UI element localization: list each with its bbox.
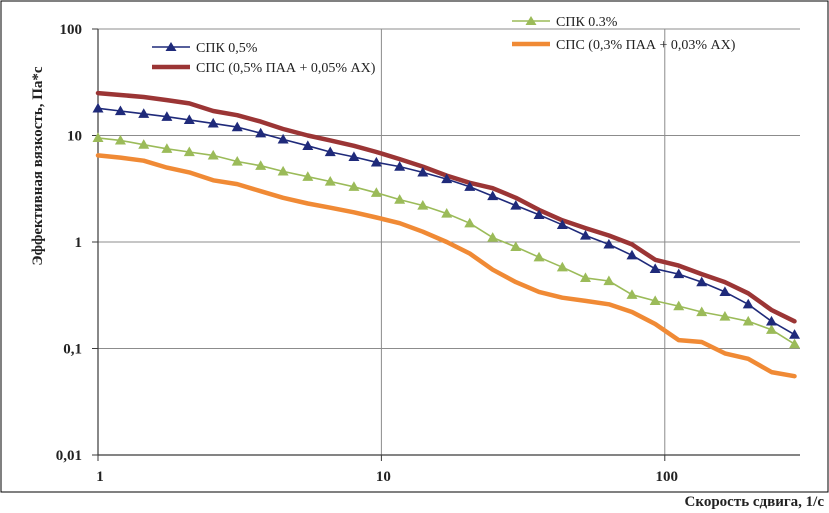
series-line-3 xyxy=(95,153,797,379)
data-point xyxy=(742,315,754,326)
data-point xyxy=(161,143,173,153)
data-point xyxy=(789,329,801,339)
data-point xyxy=(742,298,754,309)
data-point xyxy=(789,338,801,349)
data-point xyxy=(719,310,731,321)
data-point xyxy=(207,117,219,128)
data-point xyxy=(510,200,522,210)
data-point xyxy=(441,208,453,218)
data-point xyxy=(719,286,731,297)
legend-marker-series-0 xyxy=(165,42,177,51)
series-2 xyxy=(92,132,801,349)
data-point xyxy=(533,251,545,262)
data-point xyxy=(138,108,150,118)
data-point xyxy=(579,230,591,240)
legend-label-series-0: СПК 0,5% xyxy=(196,41,258,56)
data-point xyxy=(510,241,522,251)
y-tick-labels: 0,01 0,1 1 10 100 xyxy=(56,22,82,464)
data-point xyxy=(370,187,382,197)
legend-left: СПК 0,5% СПС (0,5% ПАА + 0,05% АХ) xyxy=(152,41,376,76)
data-point xyxy=(556,261,568,272)
y-tick-label: 0,01 xyxy=(56,448,82,464)
data-point xyxy=(324,175,336,186)
x-axis-title: Скорость сдвига, 1/с xyxy=(685,494,825,510)
data-point xyxy=(302,140,314,150)
data-point xyxy=(766,324,778,334)
legend-marker-series-2 xyxy=(525,16,537,25)
y-tick-label: 10 xyxy=(67,129,82,145)
data-point xyxy=(673,268,685,279)
data-point xyxy=(277,165,289,176)
data-point xyxy=(302,171,314,181)
data-point xyxy=(649,263,661,273)
data-point xyxy=(348,181,360,191)
y-axis-title: Эффективная вязкость, Па*с xyxy=(30,66,46,265)
data-point xyxy=(114,134,126,145)
series-3 xyxy=(95,153,797,379)
data-point xyxy=(324,146,336,157)
grid xyxy=(98,28,800,455)
chart-frame xyxy=(0,0,829,493)
data-point xyxy=(348,151,360,161)
y-tick-label: 100 xyxy=(60,22,83,38)
data-point xyxy=(114,105,126,116)
data-point xyxy=(255,127,267,138)
legend-right: СПК 0.3% СПС (0,3% ПАА + 0,03% АХ) xyxy=(512,15,736,53)
data-point xyxy=(161,111,173,121)
data-point xyxy=(487,232,499,242)
legend-label-series-3: СПС (0,3% ПАА + 0,03% АХ) xyxy=(556,38,736,53)
data-point xyxy=(464,217,476,228)
series-0 xyxy=(92,102,801,339)
data-point xyxy=(603,238,615,249)
data-point xyxy=(673,300,685,311)
data-point xyxy=(207,149,219,160)
x-tick-labels: 1 10 100 xyxy=(96,469,678,485)
data-point xyxy=(417,166,429,177)
data-point xyxy=(231,121,243,132)
data-point xyxy=(417,200,429,210)
data-point xyxy=(277,133,289,144)
data-point xyxy=(255,160,267,170)
data-point xyxy=(183,146,195,157)
data-point xyxy=(696,306,708,317)
data-point xyxy=(579,272,591,283)
x-tick-label: 100 xyxy=(656,469,679,485)
data-point xyxy=(92,102,104,113)
data-point xyxy=(231,155,243,166)
data-point xyxy=(138,139,150,149)
data-point xyxy=(556,219,568,229)
x-tick-label: 1 xyxy=(96,469,104,485)
data-point xyxy=(394,161,406,171)
data-point xyxy=(696,276,708,287)
data-point xyxy=(370,156,382,167)
data-point xyxy=(394,194,406,204)
legend-label-series-1: СПС (0,5% ПАА + 0,05% АХ) xyxy=(196,61,376,76)
data-point xyxy=(626,249,638,260)
series-layer xyxy=(92,90,801,379)
data-point xyxy=(649,295,661,306)
y-tick-label: 0,1 xyxy=(63,342,82,358)
data-point xyxy=(441,173,453,184)
x-tick-label: 10 xyxy=(376,469,391,485)
y-tick-label: 1 xyxy=(75,235,83,251)
data-point xyxy=(626,289,638,299)
data-point xyxy=(533,209,545,219)
data-point xyxy=(183,114,195,125)
data-point xyxy=(464,181,476,191)
data-point xyxy=(487,190,499,201)
data-point xyxy=(766,315,778,326)
data-point xyxy=(92,132,104,142)
legend-label-series-2: СПК 0.3% xyxy=(556,15,618,30)
data-point xyxy=(603,275,615,286)
